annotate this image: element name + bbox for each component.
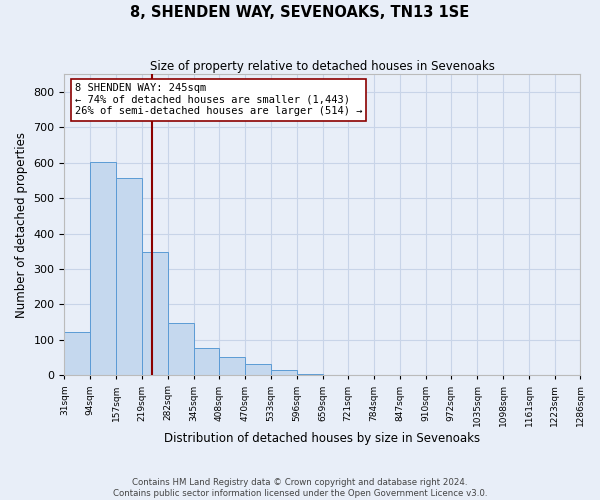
- Bar: [64, 332, 91, 376]
- Bar: [245, 364, 271, 376]
- Bar: [271, 370, 297, 376]
- Text: 8 SHENDEN WAY: 245sqm
← 74% of detached houses are smaller (1,443)
26% of semi-d: 8 SHENDEN WAY: 245sqm ← 74% of detached …: [75, 83, 362, 116]
- Y-axis label: Number of detached properties: Number of detached properties: [15, 132, 28, 318]
- Bar: [91, 162, 116, 376]
- Bar: [194, 348, 220, 376]
- Title: Size of property relative to detached houses in Sevenoaks: Size of property relative to detached ho…: [150, 60, 495, 73]
- Bar: [167, 322, 194, 376]
- Bar: [142, 252, 167, 376]
- Bar: [220, 357, 245, 376]
- X-axis label: Distribution of detached houses by size in Sevenoaks: Distribution of detached houses by size …: [164, 432, 481, 445]
- Text: 8, SHENDEN WAY, SEVENOAKS, TN13 1SE: 8, SHENDEN WAY, SEVENOAKS, TN13 1SE: [130, 5, 470, 20]
- Bar: [297, 374, 323, 376]
- Bar: [116, 178, 142, 376]
- Text: Contains HM Land Registry data © Crown copyright and database right 2024.
Contai: Contains HM Land Registry data © Crown c…: [113, 478, 487, 498]
